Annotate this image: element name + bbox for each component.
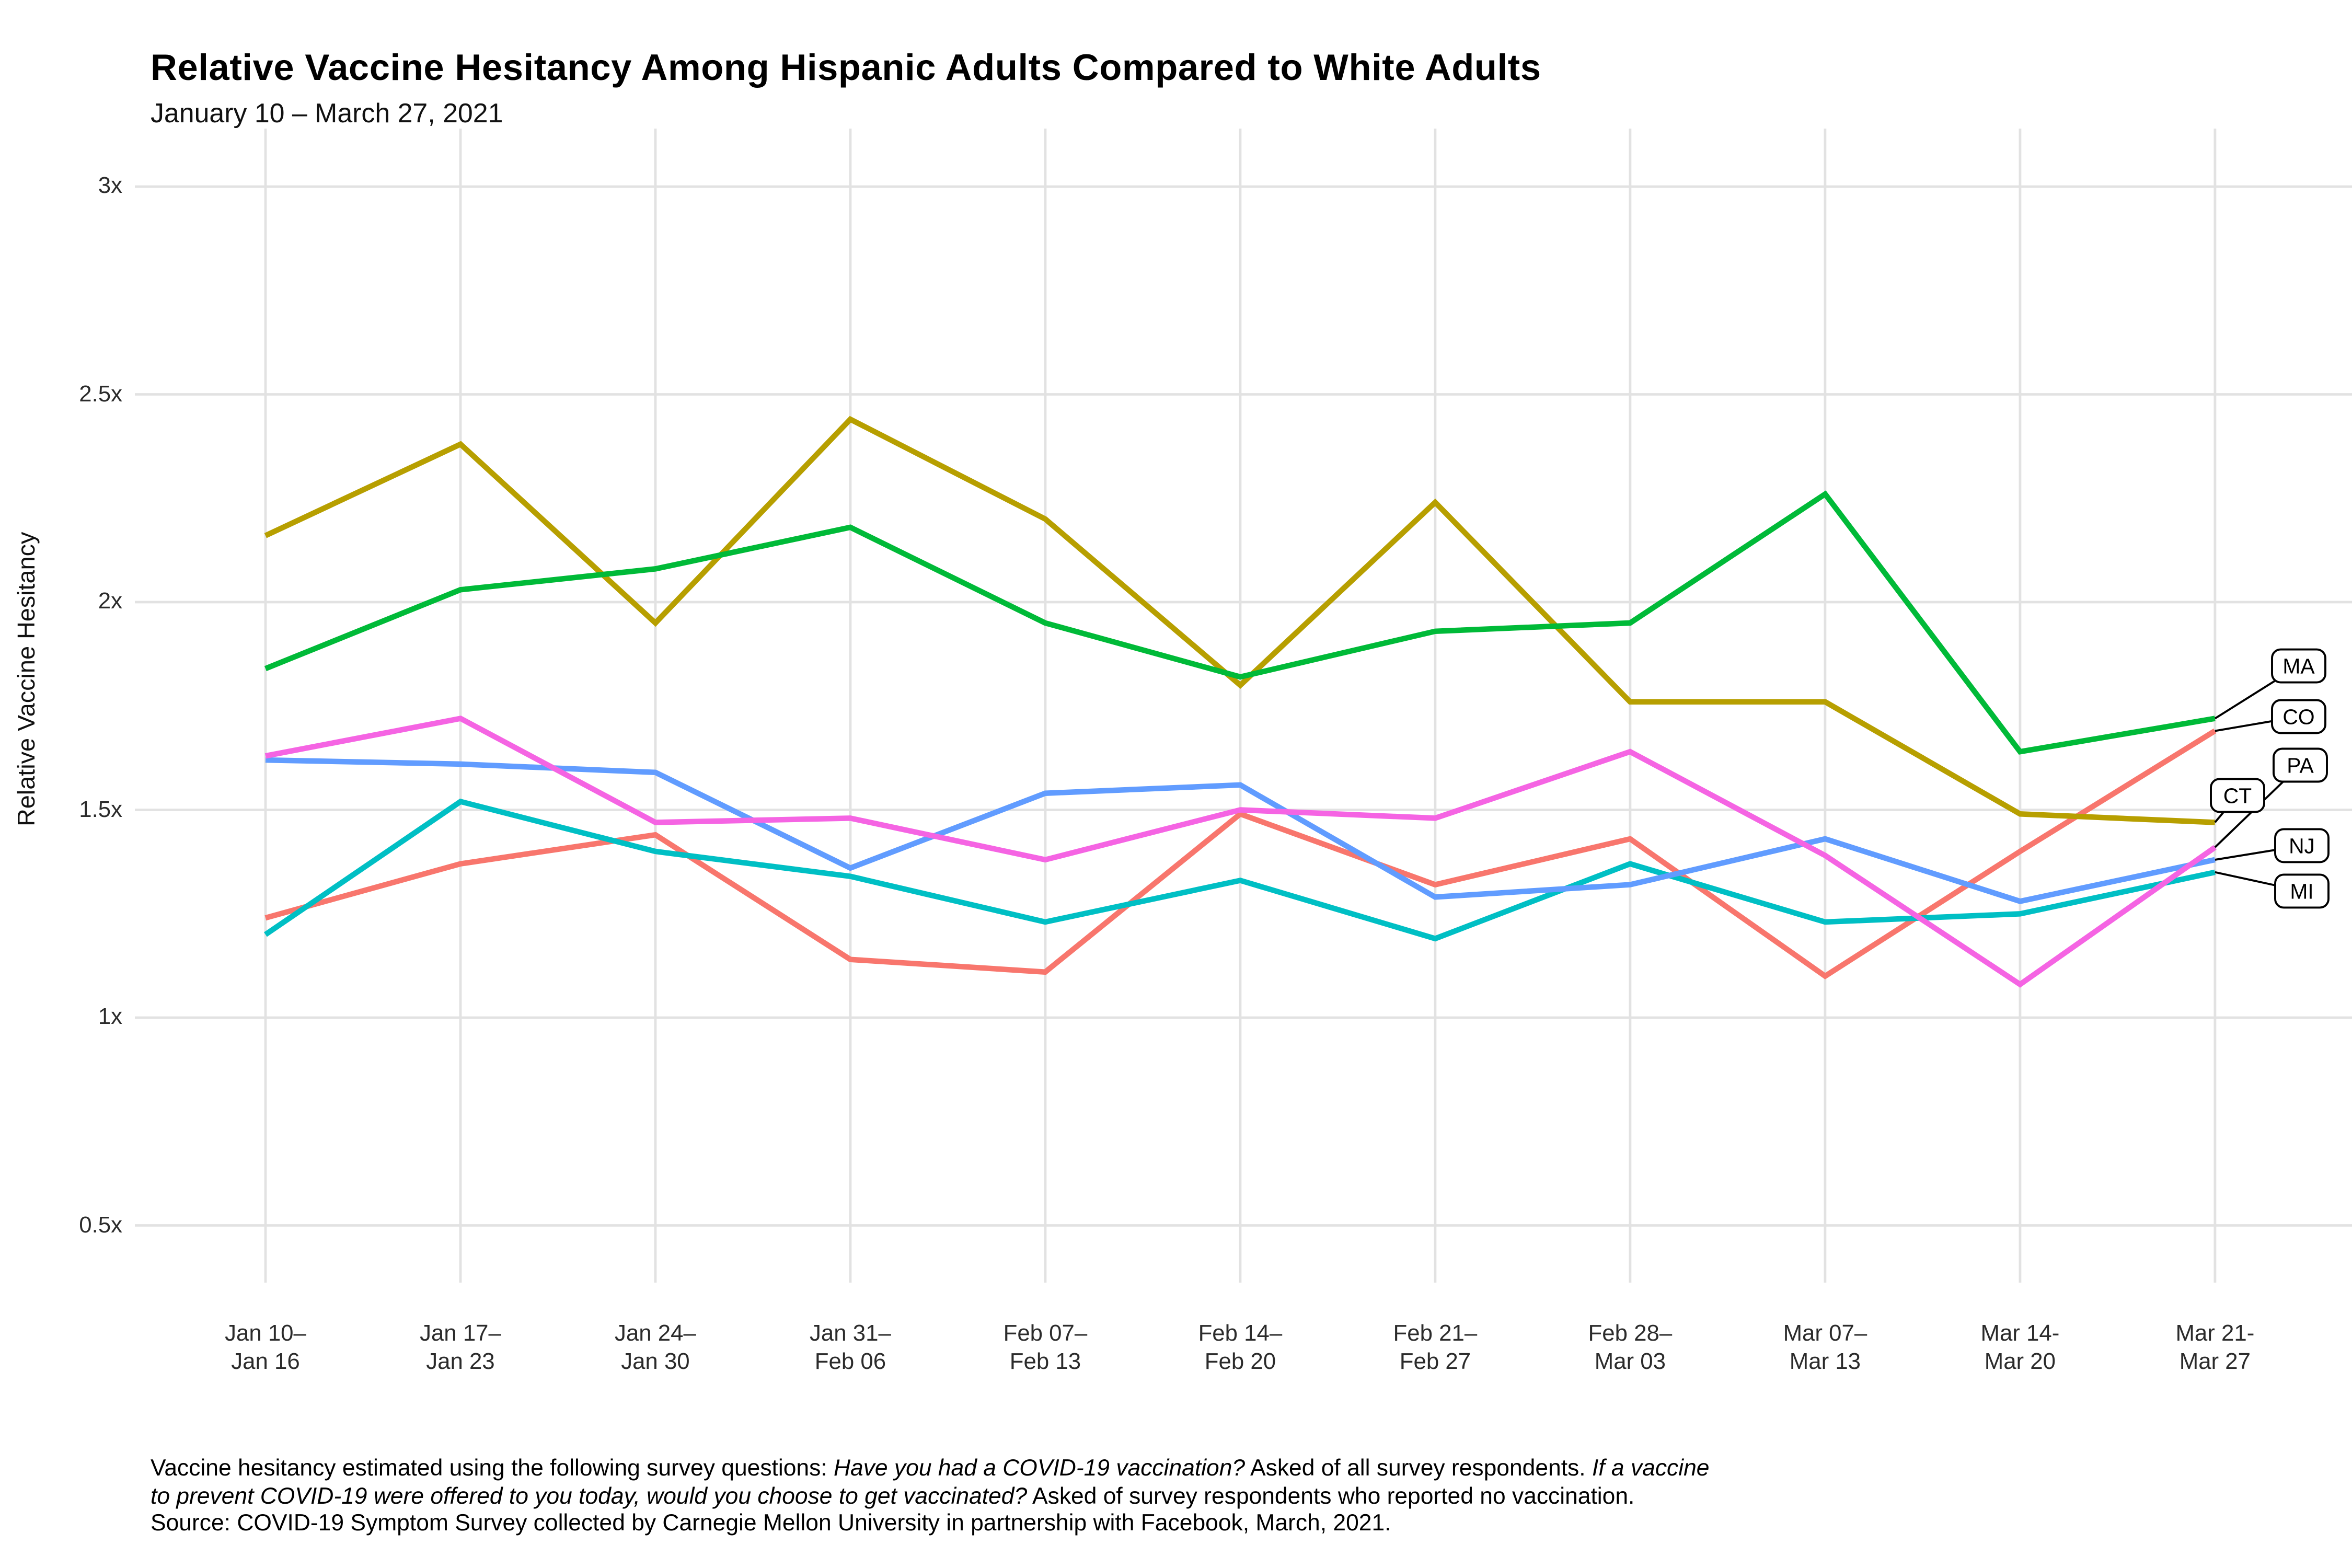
y-tick-2.5x: 2.5x — [79, 382, 122, 407]
series-label-NJ: NJ — [2289, 834, 2315, 858]
caption-footer: Vaccine hesitancy estimated using the fo… — [151, 1457, 1710, 1539]
x-tick-6: Feb 14– Feb 20 — [1198, 1322, 1283, 1375]
chart-title: Relative Vaccine Hesitancy Among Hispani… — [151, 47, 1541, 88]
series-label-box-PA — [2273, 747, 2328, 783]
x-tick-3: Jan 24– Jan 30 — [615, 1322, 696, 1375]
series-line-MA — [264, 490, 2216, 755]
caption-line-3: Source: COVID-19 Symptom Survey collecte… — [151, 1512, 1710, 1540]
y-tick-0.5x: 0.5x — [79, 1213, 122, 1238]
series-label-box-MA — [2271, 648, 2326, 684]
chart-subtitle: January 10 – March 27, 2021 — [151, 97, 503, 129]
series-label-box-CO — [2271, 699, 2326, 734]
x-tick-11: Mar 21- Mar 27 — [2175, 1322, 2255, 1375]
series-line-MI — [263, 798, 2216, 942]
x-tick-10: Mar 14- Mar 20 — [1980, 1322, 2060, 1375]
series-label-CO: CO — [2282, 705, 2314, 729]
caption-line-1: Vaccine hesitancy estimated using the fo… — [151, 1457, 1710, 1484]
series-line-NJ — [265, 757, 2216, 904]
caption-line-2: to prevent COVID-19 were offered to you … — [151, 1484, 1710, 1512]
caption-italic-segment: to prevent COVID-19 were offered to you … — [151, 1484, 1028, 1509]
series-line-PA — [264, 716, 2217, 988]
series-label-box-NJ — [2274, 828, 2330, 863]
x-tick-4: Jan 31– Feb 06 — [810, 1322, 891, 1375]
series-label-CT: CT — [2223, 783, 2252, 808]
caption-text-segment: Asked of survey respondents who reported… — [1027, 1484, 1635, 1509]
series-label-MA: MA — [2282, 654, 2315, 678]
caption-text-segment: Vaccine hesitancy estimated using the fo… — [151, 1457, 834, 1482]
y-tick-2x: 2x — [98, 590, 122, 615]
x-tick-5: Feb 07– Feb 13 — [1003, 1322, 1088, 1375]
x-tick-8: Feb 28– Mar 03 — [1588, 1322, 1673, 1375]
caption-text-segment: Asked of all survey respondents. — [1245, 1457, 1592, 1482]
series-label-box-MI — [2274, 873, 2330, 909]
y-tick-3x: 3x — [98, 174, 122, 199]
y-tick-1x: 1x — [98, 1005, 122, 1030]
series-label-box-CT — [2210, 778, 2265, 813]
caption-text-segment: Source: COVID-19 Symptom Survey collecte… — [151, 1512, 1391, 1537]
x-tick-7: Feb 21– Feb 27 — [1393, 1322, 1478, 1375]
series-line-CO — [264, 728, 2217, 979]
x-tick-1: Jan 10– Jan 16 — [225, 1322, 306, 1375]
y-tick-1.5x: 1.5x — [79, 797, 122, 823]
series-label-MI: MI — [2290, 879, 2313, 903]
x-tick-2: Jan 17– Jan 23 — [420, 1322, 501, 1375]
caption-italic-segment: If a vaccine — [1592, 1457, 1710, 1482]
series-label-PA: PA — [2287, 753, 2314, 777]
series-line-CT — [264, 416, 2216, 825]
caption-italic-segment: Have you had a COVID-19 vaccination? — [833, 1457, 1246, 1482]
x-tick-9: Mar 07– Mar 13 — [1783, 1322, 1867, 1375]
